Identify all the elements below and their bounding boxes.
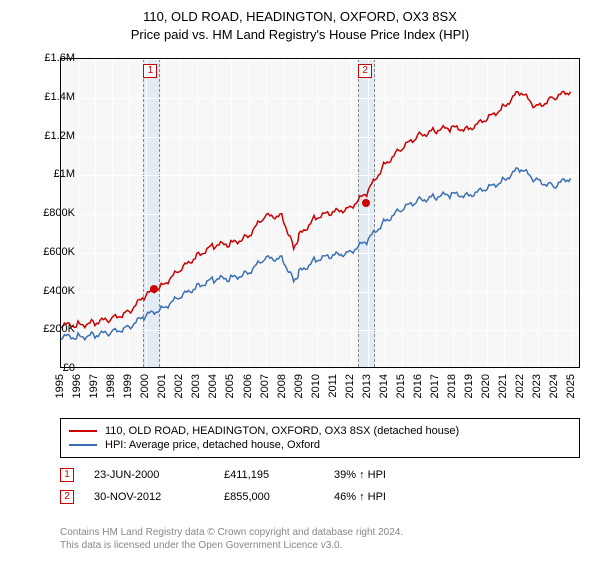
xtick-label: 1996 [71,374,83,398]
transaction-row: 1 23-JUN-2000 £411,195 39% ↑ HPI [60,468,580,482]
transaction-price: £411,195 [224,469,314,481]
chart-container: 110, OLD ROAD, HEADINGTON, OXFORD, OX3 8… [0,8,600,568]
series-line-hpi [61,168,571,340]
transaction-dot [150,285,158,293]
xtick-label: 2019 [463,374,475,398]
transaction-row: 2 30-NOV-2012 £855,000 46% ↑ HPI [60,490,580,504]
xtick-label: 2004 [207,374,219,398]
ytick-label: £600K [25,246,75,258]
legend-swatch [69,430,97,432]
legend-row: 110, OLD ROAD, HEADINGTON, OXFORD, OX3 8… [69,425,571,437]
xtick-label: 2007 [259,374,271,398]
xtick-label: 2008 [276,374,288,398]
xtick-label: 2006 [242,374,254,398]
xtick-label: 2010 [310,374,322,398]
xtick-label: 1997 [88,374,100,398]
ytick-label: £800K [25,207,75,219]
legend-swatch [69,444,97,446]
series-line-property [61,91,571,328]
xtick-label: 2020 [480,374,492,398]
xtick-label: 1998 [105,374,117,398]
xtick-label: 2003 [190,374,202,398]
xtick-label: 2022 [514,374,526,398]
footer-line-2: This data is licensed under the Open Gov… [60,539,580,552]
transaction-delta: 39% ↑ HPI [334,469,386,481]
chart-title: 110, OLD ROAD, HEADINGTON, OXFORD, OX3 8… [0,8,600,44]
xtick-label: 1995 [54,374,66,398]
xtick-label: 2018 [446,374,458,398]
transaction-row-marker: 2 [60,490,74,504]
xtick-label: 2013 [361,374,373,398]
transaction-marker-box: 1 [143,64,157,78]
xtick-label: 2017 [429,374,441,398]
xtick-label: 2005 [224,374,236,398]
legend-box: 110, OLD ROAD, HEADINGTON, OXFORD, OX3 8… [60,418,580,458]
ytick-label: £200K [25,323,75,335]
footer-attribution: Contains HM Land Registry data © Crown c… [60,526,580,552]
xtick-label: 2001 [156,374,168,398]
legend-row: HPI: Average price, detached house, Oxfo… [69,439,571,451]
ytick-label: £1.4M [25,91,75,103]
xtick-label: 2012 [344,374,356,398]
title-line-1: 110, OLD ROAD, HEADINGTON, OXFORD, OX3 8… [0,8,600,26]
xtick-label: 2016 [412,374,424,398]
title-line-2: Price paid vs. HM Land Registry's House … [0,26,600,44]
ytick-label: £1.6M [25,52,75,64]
xtick-label: 2015 [395,374,407,398]
transaction-date: 23-JUN-2000 [94,469,204,481]
xtick-label: 2025 [565,374,577,398]
transaction-price: £855,000 [224,491,314,503]
transaction-delta: 46% ↑ HPI [334,491,386,503]
transaction-row-marker: 1 [60,468,74,482]
ytick-label: £1M [25,168,75,180]
legend-label: 110, OLD ROAD, HEADINGTON, OXFORD, OX3 8… [105,425,459,437]
series-svg [61,59,579,367]
xtick-label: 2021 [497,374,509,398]
plot-area [60,58,580,368]
xtick-label: 1999 [122,374,134,398]
grid-line-h [61,369,579,370]
footer-line-1: Contains HM Land Registry data © Crown c… [60,526,580,539]
ytick-label: £400K [25,285,75,297]
transaction-date: 30-NOV-2012 [94,491,204,503]
xtick-label: 2000 [139,374,151,398]
legend-label: HPI: Average price, detached house, Oxfo… [105,439,320,451]
ytick-label: £1.2M [25,130,75,142]
xtick-label: 2014 [378,374,390,398]
transaction-dot [362,199,370,207]
transaction-marker-box: 2 [358,64,372,78]
xtick-label: 2023 [531,374,543,398]
ytick-label: £0 [25,362,75,374]
xtick-label: 2009 [293,374,305,398]
xtick-label: 2024 [548,374,560,398]
xtick-label: 2002 [173,374,185,398]
xtick-label: 2011 [327,374,339,398]
